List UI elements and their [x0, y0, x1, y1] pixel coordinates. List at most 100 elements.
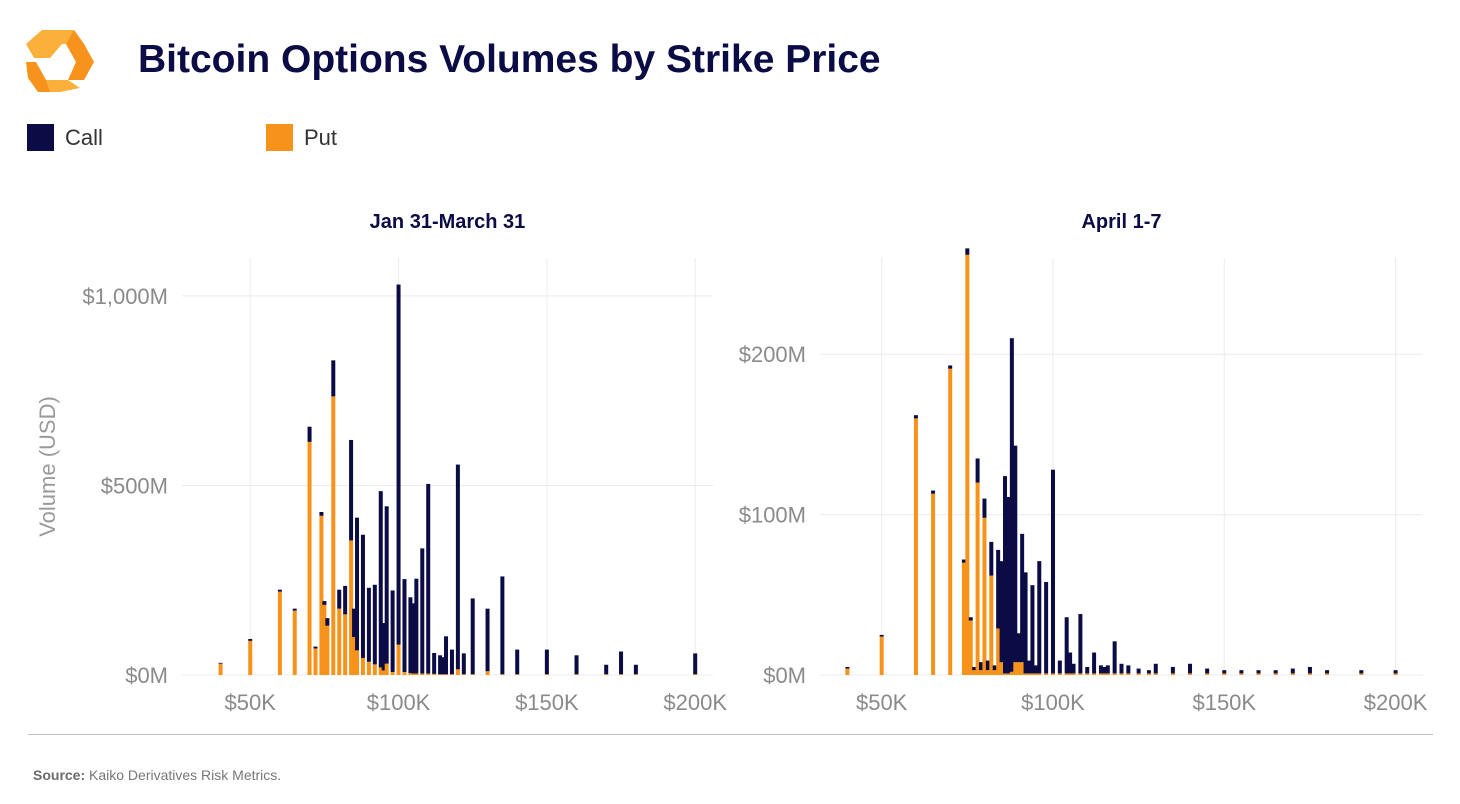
chart2-bar-call	[1016, 633, 1021, 663]
chart2-bar-call	[996, 549, 1001, 629]
chart1-bar-put	[633, 674, 638, 675]
footer-divider	[28, 734, 1433, 735]
chart2-bar-call	[1003, 476, 1008, 674]
logo-upper-shape	[26, 30, 84, 58]
chart1-bar-call	[402, 579, 407, 672]
chart1-bar-call	[352, 608, 357, 638]
chart1-bar-put	[693, 674, 698, 675]
chart1-bar-call	[574, 655, 579, 675]
chart1-bar-put	[322, 604, 327, 675]
chart1-bar-call	[420, 548, 425, 674]
chart1-bar-call	[378, 491, 383, 668]
chart2-bar-call	[989, 541, 994, 576]
chart2-bar-call	[1290, 668, 1295, 674]
chart1-bar-put	[390, 671, 395, 675]
chart2-bar-put	[1016, 662, 1021, 675]
chart1-bar-put	[544, 674, 549, 675]
chart1-bar-put	[292, 610, 297, 675]
chart2-bar-put	[1050, 673, 1055, 675]
chart1-bar-put	[218, 663, 223, 675]
chart2-bar-call	[1222, 670, 1227, 674]
chart1-bar-call	[544, 649, 549, 675]
chart2-bar-call	[1188, 663, 1193, 674]
chart1-bar-put	[461, 674, 466, 675]
chart2-bar-put	[1188, 673, 1193, 675]
chart2-bar-put	[996, 628, 1001, 675]
chart1-bar-call	[349, 439, 354, 541]
chart1-bar-call	[384, 506, 389, 664]
chart1-bar-put	[604, 674, 609, 675]
chart1-bar-put	[426, 673, 431, 675]
chart2-bar-call	[1205, 668, 1210, 674]
chart2-bar-put	[1068, 673, 1073, 675]
chart1-title: Jan 31-March 31	[370, 211, 526, 233]
chart1-bar-call	[390, 590, 395, 672]
chart2-bar-put	[1064, 673, 1069, 675]
chart2-bar-put	[972, 670, 977, 675]
chart2-bar-call	[1126, 665, 1131, 674]
chart1-y-tick-label: $500M	[101, 473, 168, 498]
chart1-y-tick-label: $0M	[125, 663, 168, 688]
logo-right-shape	[66, 30, 94, 80]
chart2-bar-put	[913, 418, 918, 675]
chart2-bar-call	[979, 662, 984, 671]
chart2-y-tick-label: $100M	[739, 503, 806, 528]
chart2-bar-call	[968, 617, 973, 621]
chart2-bar-call	[1030, 585, 1035, 674]
chart1-bar-call	[604, 664, 609, 675]
chart2-bar-call	[1105, 665, 1110, 674]
chart2-bar-call	[1033, 665, 1038, 674]
chart2-bar-put	[1256, 673, 1261, 675]
chart2-bar-call	[1026, 660, 1031, 674]
chart1-bar-call	[248, 638, 253, 641]
source-note: Source: Kaiko Derivatives Risk Metrics.	[33, 767, 281, 783]
chart2-bar-put	[1359, 673, 1364, 675]
chart1-bar-put	[337, 608, 342, 675]
chart1-bar-put	[619, 674, 624, 675]
chart1-bar-call	[372, 584, 377, 665]
chart2-bar-put	[1037, 673, 1042, 675]
logo-lower-shape	[46, 80, 80, 92]
chart2-bar-call	[1256, 670, 1261, 674]
chart1-bar-put	[331, 396, 336, 675]
chart2-bar-put	[1239, 673, 1244, 675]
chart1-bar-call	[355, 517, 360, 651]
chart2-bar-call	[931, 490, 936, 494]
chart1-bar-put	[441, 674, 446, 675]
source-label: Source:	[33, 767, 86, 783]
chart1-bar-call	[331, 360, 336, 397]
chart2-bar-put	[1003, 673, 1008, 675]
chart1-bar-put	[485, 671, 490, 675]
chart1-bar-put	[408, 673, 413, 675]
chart2-bar-call	[1359, 670, 1364, 674]
chart2-bar-put	[1170, 673, 1175, 675]
chart2-bar-put	[992, 670, 997, 675]
chart2-bar-call	[1307, 666, 1312, 674]
chart2-bar-put	[1078, 673, 1083, 675]
chart1-bar-call	[470, 598, 475, 675]
chart2-bar-put	[1033, 673, 1038, 675]
chart1-bar-call	[408, 597, 413, 674]
chart2-bar-call	[975, 458, 980, 483]
chart2-bar-put	[1126, 673, 1131, 675]
chart2-bar-call	[948, 365, 953, 369]
chart2-bar-put	[1105, 673, 1110, 675]
chart2-bar-call	[1102, 666, 1107, 674]
chart2-bar-call	[1050, 469, 1055, 674]
chart1-bar-call	[366, 587, 371, 662]
chart1-bar-call	[455, 464, 460, 670]
chart2-bar-call	[1239, 670, 1244, 674]
chart1-bar-call	[381, 623, 386, 671]
chart1-bar-call	[449, 649, 454, 675]
chart1-x-tick-label: $200K	[663, 690, 727, 715]
chart2-bar-call	[1170, 666, 1175, 674]
kaiko-logo-icon	[26, 30, 94, 92]
chart2-bar-call	[1068, 652, 1073, 674]
chart2-bar-call	[1009, 338, 1014, 672]
chart2-bar-put	[1026, 673, 1031, 675]
chart2-bar-put	[1102, 673, 1107, 675]
chart1-bar-put	[355, 650, 360, 675]
source-text: Kaiko Derivatives Risk Metrics.	[89, 767, 282, 783]
chart2-bar-put	[1393, 673, 1398, 675]
